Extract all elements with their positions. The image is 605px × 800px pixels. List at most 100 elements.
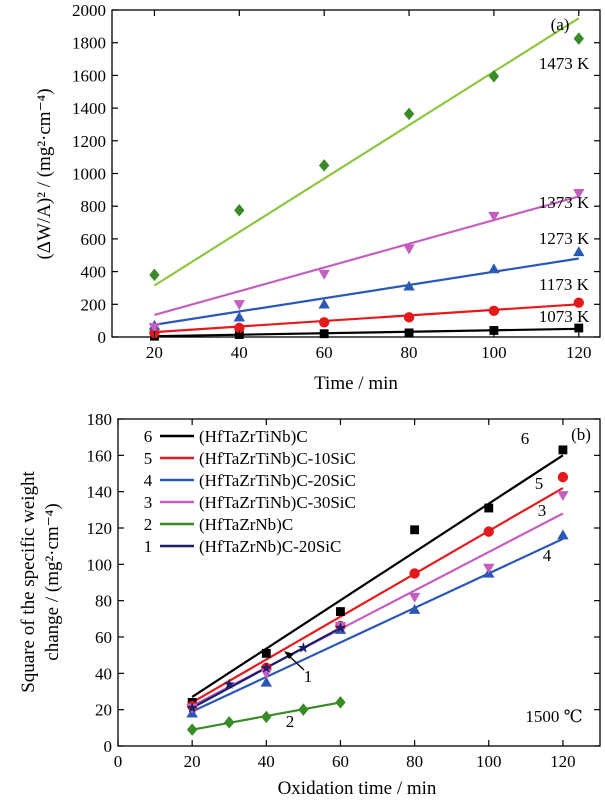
legend-id-6: 6 bbox=[144, 427, 153, 446]
legend-label-2: (HfTaZrNb)C bbox=[199, 515, 293, 534]
curve-label-4: 4 bbox=[543, 546, 552, 565]
point-1273k bbox=[573, 246, 585, 257]
point-1373k bbox=[488, 211, 500, 222]
plot-frame-a bbox=[111, 9, 601, 338]
fit-line-series-6 bbox=[191, 454, 564, 698]
panel-label-b: (b) bbox=[571, 425, 591, 444]
curve-label-1073k: 1073 K bbox=[539, 307, 590, 326]
b-x-tick-label: 0 bbox=[114, 752, 123, 771]
point-series-6 bbox=[410, 525, 420, 535]
point-1273k bbox=[488, 263, 500, 274]
curve-label-2: 2 bbox=[286, 712, 295, 731]
x-axis-label-b: Oxidation time / min bbox=[278, 778, 437, 799]
a-x-tick-label: 20 bbox=[146, 343, 163, 362]
b-y-tick-label: 100 bbox=[87, 555, 113, 574]
point-1373k bbox=[318, 269, 330, 280]
a-x-tick-label: 120 bbox=[566, 343, 592, 362]
curve-label-1473k: 1473 K bbox=[539, 54, 590, 73]
point-series-4 bbox=[557, 529, 569, 540]
point-1173k bbox=[234, 322, 245, 334]
b-x-tick-label: 120 bbox=[550, 752, 576, 771]
legend-label-6: (HfTaZrTiNb)C bbox=[199, 427, 308, 446]
fit-line-1273k bbox=[154, 257, 579, 326]
point-1373k bbox=[233, 300, 246, 311]
a-y-tick-label: 0 bbox=[98, 328, 107, 347]
curve-label-1: 1 bbox=[304, 667, 313, 686]
y-axis-label-b: Square of the specific weight change / (… bbox=[18, 470, 63, 692]
point-series-5 bbox=[409, 568, 420, 579]
point-series-3 bbox=[483, 563, 495, 574]
a-y-tick-label: 1600 bbox=[72, 66, 106, 85]
a-y-tick-label: 800 bbox=[81, 197, 107, 216]
legend-id-5: 5 bbox=[144, 449, 153, 468]
point-1473k bbox=[488, 69, 500, 83]
b-y-tick-label: 20 bbox=[95, 701, 112, 720]
temperature-annotation: 1500 ℃ bbox=[525, 707, 582, 726]
point-1073k bbox=[489, 326, 499, 335]
legend-label-1: (HfTaZrNb)C-20SiC bbox=[199, 537, 341, 556]
legend-id-3: 3 bbox=[144, 493, 153, 512]
b-y-tick-label: 120 bbox=[87, 519, 113, 538]
curve-label-6: 6 bbox=[521, 429, 530, 448]
legend-label-5: (HfTaZrTiNb)C-10SiC bbox=[199, 449, 356, 468]
b-y-tick-label: 60 bbox=[95, 628, 112, 647]
b-x-tick-label: 20 bbox=[184, 752, 201, 771]
curve-label-3: 3 bbox=[538, 501, 547, 520]
point-series-3 bbox=[408, 592, 421, 603]
curve-label-5: 5 bbox=[535, 474, 544, 493]
curve-label-1273k: 1273 K bbox=[539, 229, 590, 248]
curve-1-arrow-line bbox=[287, 654, 305, 671]
panel-label-a: (a) bbox=[551, 15, 570, 34]
panel-a: 20 40 60 80 100 120 0 200 400 600 800 1000 1200 1400… bbox=[34, 1, 601, 394]
point-1373k bbox=[573, 188, 585, 199]
b-y-tick-label: 160 bbox=[87, 446, 113, 465]
point-1173k bbox=[403, 312, 415, 323]
point-series-3 bbox=[557, 491, 569, 502]
b-x-tick-label: 40 bbox=[258, 752, 275, 771]
panel-b: 0 20 40 60 80 100 120 0 20 40 60 80 100 120 140 160 180… bbox=[18, 410, 601, 799]
a-x-tick-label: 60 bbox=[316, 343, 333, 362]
legend-id-4: 4 bbox=[144, 471, 153, 490]
point-series-6 bbox=[558, 445, 568, 455]
legend-label-4: (HfTaZrTiNb)C-20SiC bbox=[199, 471, 356, 490]
point-1273k bbox=[403, 280, 415, 291]
point-series-1 bbox=[260, 662, 272, 673]
a-x-tick-label: 80 bbox=[401, 343, 418, 362]
point-series-2 bbox=[335, 696, 346, 709]
x-axis-label-a: Time / min bbox=[314, 373, 398, 394]
a-y-tick-label: 2000 bbox=[72, 1, 106, 20]
fit-line-1173k bbox=[154, 303, 579, 334]
fit-line-series-5 bbox=[191, 487, 564, 704]
b-x-tick-label: 100 bbox=[476, 752, 502, 771]
point-series-5 bbox=[557, 471, 569, 483]
legend-id-1: 1 bbox=[144, 537, 153, 556]
point-series-1 bbox=[223, 678, 235, 689]
curve-label-1373k: 1373 K bbox=[539, 193, 590, 212]
point-1373k bbox=[148, 323, 161, 333]
a-y-tick-label: 1400 bbox=[72, 99, 106, 118]
a-y-tick-label: 1800 bbox=[72, 34, 106, 53]
point-1473k bbox=[318, 159, 330, 172]
b-x-tick-label: 80 bbox=[406, 752, 423, 771]
point-series-4 bbox=[408, 604, 421, 614]
point-series-6 bbox=[336, 607, 345, 616]
point-1473k bbox=[573, 32, 584, 45]
plot-frame-b bbox=[117, 418, 601, 747]
a-x-tick-label: 40 bbox=[231, 343, 248, 362]
point-series-2 bbox=[298, 703, 309, 716]
a-y-tick-label: 1000 bbox=[72, 165, 106, 184]
a-x-tick-label: 100 bbox=[481, 343, 507, 362]
curve-1-arrow-head bbox=[284, 651, 294, 659]
point-1173k bbox=[573, 297, 584, 308]
b-y-tick-label: 140 bbox=[87, 483, 113, 502]
point-series-4 bbox=[260, 676, 273, 687]
b-y-tick-label: 80 bbox=[95, 592, 112, 611]
point-series-1 bbox=[186, 702, 198, 713]
point-1473k bbox=[403, 107, 415, 121]
point-1173k bbox=[488, 305, 500, 317]
b-x-tick-label: 60 bbox=[332, 752, 349, 771]
curve-label-1173k: 1173 K bbox=[539, 275, 590, 294]
point-1473k bbox=[149, 268, 160, 282]
point-series-1 bbox=[335, 622, 346, 633]
